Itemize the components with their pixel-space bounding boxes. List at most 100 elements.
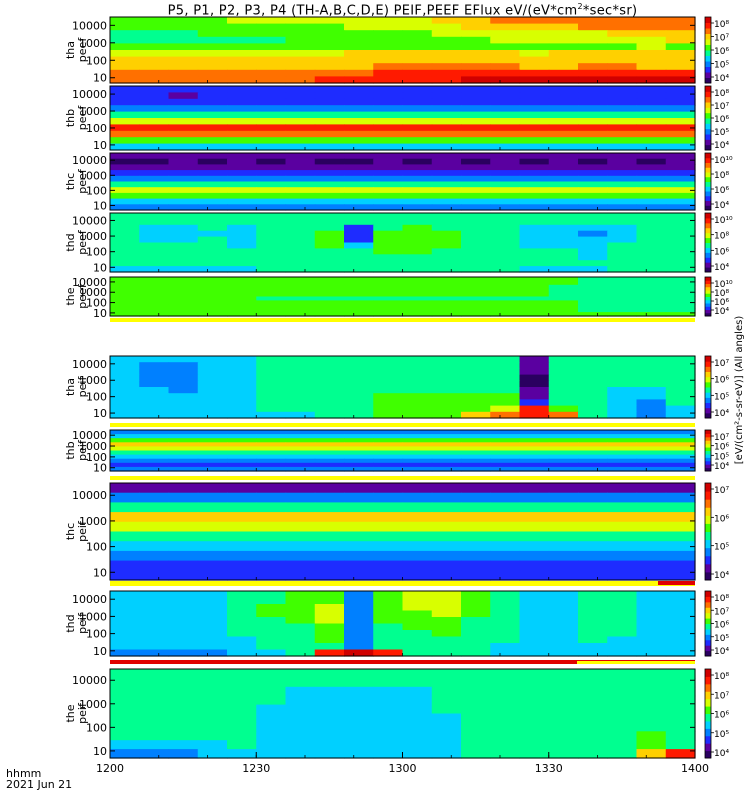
heatmap-cell xyxy=(314,280,345,286)
heatmap-cell xyxy=(227,170,257,177)
heatmap-cell xyxy=(402,86,433,93)
heatmap-cell xyxy=(519,213,550,220)
heatmap-cell xyxy=(314,105,345,113)
heatmap-cell xyxy=(373,677,404,688)
heatmap-cell xyxy=(285,248,316,255)
heatmap-cell xyxy=(373,43,404,51)
heatmap-cell xyxy=(197,170,228,177)
heatmap-cell xyxy=(227,124,257,132)
heatmap-cell xyxy=(227,164,257,171)
heatmap-cell xyxy=(578,695,608,706)
colorbar-tick-label: 10⁴ xyxy=(714,74,729,84)
heatmap-cell xyxy=(519,695,550,706)
colorbar-segment xyxy=(705,139,711,146)
heatmap-cell xyxy=(578,118,608,125)
heatmap-cell xyxy=(431,695,462,706)
colorbar-segment xyxy=(705,683,711,692)
heatmap-cell xyxy=(197,218,228,226)
heatmap-cell xyxy=(314,597,345,605)
heatmap-cell xyxy=(636,731,667,741)
heatmap-cell xyxy=(636,266,667,273)
heatmap-cell xyxy=(314,204,345,211)
colorbar-segment xyxy=(705,381,711,388)
heatmap-cell xyxy=(344,411,374,419)
heatmap-cell xyxy=(431,153,462,160)
heatmap-cell xyxy=(373,740,404,750)
heatmap-cell xyxy=(227,158,257,165)
heatmap-cell xyxy=(256,362,287,369)
heatmap-cell xyxy=(431,492,462,503)
heatmap-cell xyxy=(548,63,579,71)
heatmap-cell xyxy=(314,260,345,267)
heatmap-cell xyxy=(168,531,199,542)
heatmap-cell xyxy=(402,570,433,581)
heatmap-cell xyxy=(373,30,404,38)
heatmap-cell xyxy=(607,399,638,407)
heatmap-cell xyxy=(110,649,140,657)
heatmap-cell xyxy=(168,368,199,376)
heatmap-cell xyxy=(168,399,199,407)
heatmap-cell xyxy=(665,224,696,232)
heatmap-cell xyxy=(490,312,521,317)
heatmap-cell xyxy=(314,434,345,439)
heatmap-cell xyxy=(110,63,140,71)
heatmap-cell xyxy=(519,597,550,605)
heatmap-cell xyxy=(227,740,257,750)
heatmap-cell xyxy=(314,284,345,290)
heatmap-cell xyxy=(607,266,638,273)
heatmap-cell xyxy=(285,266,316,273)
heatmap-cell xyxy=(285,260,316,267)
heatmap-cell xyxy=(168,192,199,200)
heatmap-cell xyxy=(373,541,404,552)
heatmap-cell xyxy=(168,277,199,282)
heatmap-cell xyxy=(256,43,287,51)
heatmap-cell xyxy=(402,153,433,160)
heatmap-cell xyxy=(227,502,257,513)
heatmap-cell xyxy=(578,380,608,388)
heatmap-cell xyxy=(285,570,316,581)
heatmap-cell xyxy=(110,462,140,468)
heatmap-cell xyxy=(519,181,550,188)
heatmap-cell xyxy=(548,434,579,439)
heatmap-cell xyxy=(168,374,199,382)
heatmap-cell xyxy=(197,56,228,64)
heatmap-cell xyxy=(227,30,257,38)
colorbar-tick-label: 10⁵ xyxy=(714,61,729,71)
heatmap-cell xyxy=(344,617,374,625)
heatmap-cell xyxy=(519,198,550,205)
heatmap-cell xyxy=(344,492,374,503)
heatmap-cell xyxy=(197,254,228,261)
heatmap-cell xyxy=(373,649,404,657)
heatmap-cell xyxy=(197,649,228,657)
heatmap-cell xyxy=(227,284,257,290)
heatmap-cell xyxy=(168,260,199,267)
heatmap-cell xyxy=(139,213,170,220)
heatmap-cell xyxy=(168,63,199,71)
heatmap-cell xyxy=(461,92,491,100)
colorbar-segment xyxy=(705,728,711,737)
heatmap-cell xyxy=(344,466,374,472)
heatmap-cell xyxy=(227,512,257,523)
heatmap-cell xyxy=(110,434,140,439)
heatmap-cell xyxy=(139,300,170,305)
heatmap-cell xyxy=(402,560,433,571)
colorbar-segment xyxy=(705,507,711,516)
heatmap-cell xyxy=(168,434,199,439)
heatmap-cell xyxy=(461,713,491,723)
heatmap-cell xyxy=(344,236,374,244)
heatmap-cell xyxy=(519,541,550,552)
heatmap-cell xyxy=(665,153,696,160)
heatmap-cell xyxy=(578,434,608,439)
y-tick-label: 100 xyxy=(86,122,107,135)
heatmap-cell xyxy=(636,399,667,407)
heatmap-cell xyxy=(285,111,316,119)
heatmap-cell xyxy=(344,312,374,317)
heatmap-cell xyxy=(139,86,170,93)
heatmap-cell xyxy=(431,137,462,145)
heatmap-cell xyxy=(139,175,170,183)
heatmap-cell xyxy=(461,284,491,290)
heatmap-cell xyxy=(665,43,696,51)
heatmap-cell xyxy=(431,30,462,38)
heatmap-cell xyxy=(227,643,257,651)
heatmap-cell xyxy=(256,288,287,294)
